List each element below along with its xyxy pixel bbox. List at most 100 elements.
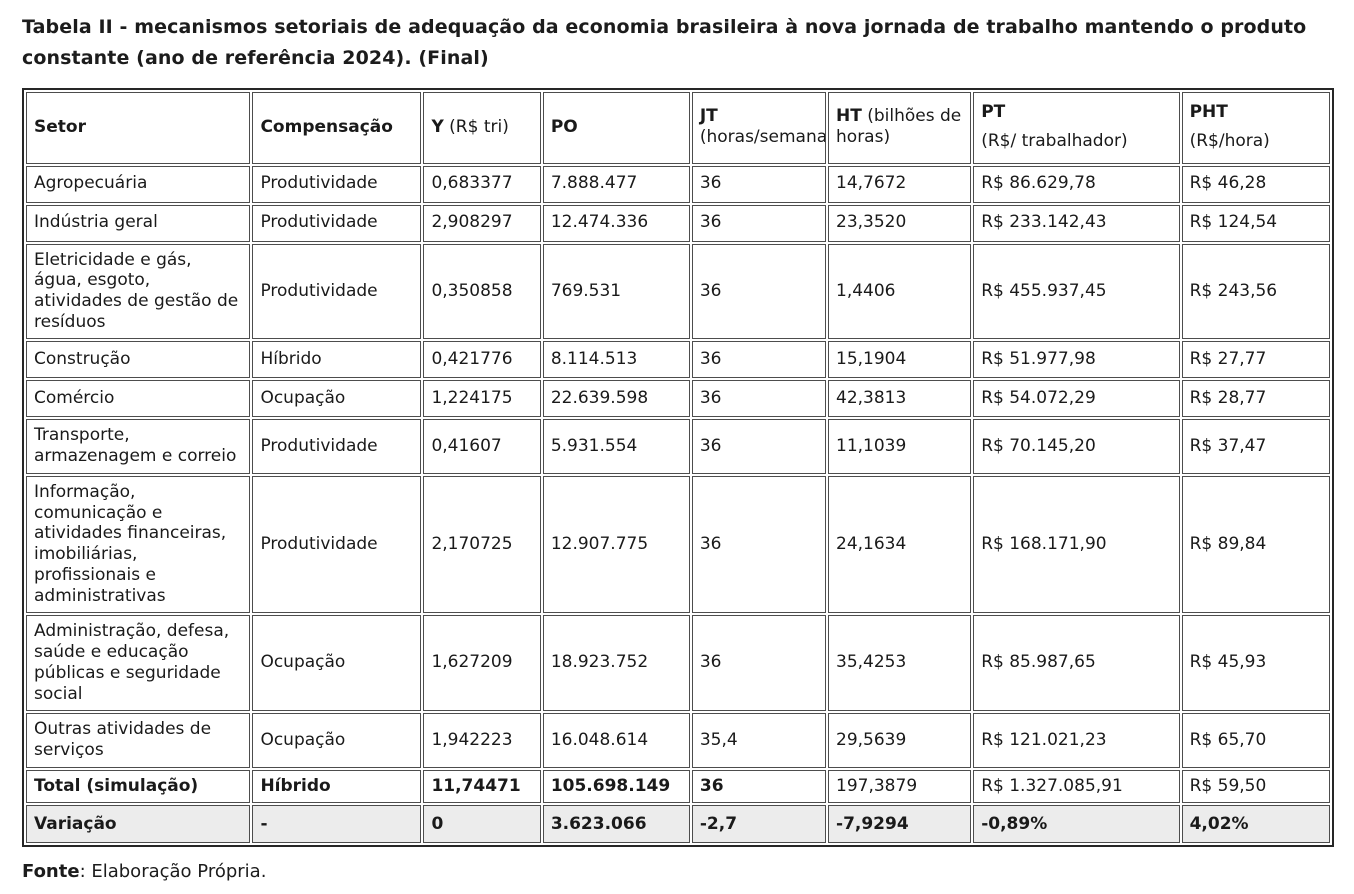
cell-po: 8.114.513 [542, 341, 690, 379]
cell-ht: 23,3520 [828, 204, 972, 242]
cell-po: 16.048.614 [542, 713, 690, 768]
col-header-label: Y [431, 116, 444, 137]
cell-po: 22.639.598 [542, 380, 690, 418]
table-row-outras-atividades: Outras atividades de serviços Ocupação 1… [26, 713, 1330, 768]
table-row-variacao: Variação - 0 3.623.066 -2,7 -7,9294 -0,8… [26, 805, 1330, 844]
cell-compensacao: Ocupação [252, 380, 422, 418]
cell-jt: 36 [691, 204, 827, 242]
sector-simulation-table: Setor Compensação Y (R$ tri) PO JT (hora… [22, 87, 1334, 848]
col-header-unit: (R$/hora) [1189, 131, 1270, 152]
cell-setor: Comércio [26, 380, 251, 418]
cell-ht: 35,4253 [828, 615, 972, 712]
cell-po: 18.923.752 [542, 615, 690, 712]
cell-ht: 14,7672 [828, 165, 972, 203]
cell-jt: 36 [691, 165, 827, 203]
cell-compensacao: - [252, 805, 422, 844]
col-header-pt: PT (R$/ trabalhador) [973, 91, 1180, 164]
cell-setor: Construção [26, 341, 251, 379]
cell-jt: 36 [691, 380, 827, 418]
col-header-unit: (horas/semana) [699, 127, 827, 148]
cell-setor: Indústria geral [26, 204, 251, 242]
cell-pht: R$ 45,93 [1181, 615, 1330, 712]
cell-pht: R$ 46,28 [1181, 165, 1330, 203]
table-row-industria-geral: Indústria geral Produtividade 2,908297 1… [26, 204, 1330, 242]
cell-pht: R$ 27,77 [1181, 341, 1330, 379]
cell-jt: 36 [691, 769, 827, 804]
cell-pt: R$ 51.977,98 [973, 341, 1180, 379]
cell-y: 0,683377 [423, 165, 541, 203]
cell-ht: 197,3879 [828, 769, 972, 804]
cell-ht: 15,1904 [828, 341, 972, 379]
cell-pt: R$ 168.171,90 [973, 475, 1180, 614]
cell-compensacao: Produtividade [252, 204, 422, 242]
cell-po: 7.888.477 [542, 165, 690, 203]
cell-pt: R$ 121.021,23 [973, 713, 1180, 768]
cell-setor: Total (simulação) [26, 769, 251, 804]
cell-jt: 36 [691, 341, 827, 379]
source-text: : Elaboração Própria. [79, 861, 267, 883]
cell-compensacao: Híbrido [252, 341, 422, 379]
cell-y: 11,74471 [423, 769, 541, 804]
cell-pht: R$ 243,56 [1181, 243, 1330, 340]
cell-pt: R$ 86.629,78 [973, 165, 1180, 203]
cell-ht: -7,9294 [828, 805, 972, 844]
cell-y: 0,421776 [423, 341, 541, 379]
cell-y: 1,627209 [423, 615, 541, 712]
cell-pht: R$ 89,84 [1181, 475, 1330, 614]
cell-pt: R$ 1.327.085,91 [973, 769, 1180, 804]
cell-pt: -0,89% [973, 805, 1180, 844]
cell-ht: 24,1634 [828, 475, 972, 614]
cell-jt: 36 [691, 615, 827, 712]
cell-setor: Agropecuária [26, 165, 251, 203]
cell-compensacao: Produtividade [252, 419, 422, 474]
table-row-eletricidade-gas: Eletricidade e gás, água, esgoto, ativid… [26, 243, 1330, 340]
cell-jt: -2,7 [691, 805, 827, 844]
table-row-comercio: Comércio Ocupação 1,224175 22.639.598 36… [26, 380, 1330, 418]
col-header-jt: JT (horas/semana) [691, 91, 827, 164]
table-row-administracao-publica: Administração, defesa, saúde e educação … [26, 615, 1330, 712]
cell-compensacao: Ocupação [252, 713, 422, 768]
col-header-label: JT [699, 106, 718, 127]
cell-jt: 36 [691, 419, 827, 474]
col-header-unit: (R$/ trabalhador) [981, 131, 1128, 152]
col-header-pht: PHT (R$/hora) [1181, 91, 1330, 164]
cell-setor: Variação [26, 805, 251, 844]
col-header-label: PO [550, 116, 578, 137]
cell-jt: 36 [691, 243, 827, 340]
col-header-y: Y (R$ tri) [423, 91, 541, 164]
cell-setor: Administração, defesa, saúde e educação … [26, 615, 251, 712]
cell-compensacao: Ocupação [252, 615, 422, 712]
cell-setor: Outras atividades de serviços [26, 713, 251, 768]
col-header-po: PO [542, 91, 690, 164]
cell-pt: R$ 233.142,43 [973, 204, 1180, 242]
col-header-label: Compensação [260, 116, 393, 137]
header-row: Setor Compensação Y (R$ tri) PO JT (hora… [26, 91, 1330, 164]
cell-setor: Transporte, armazenagem e correio [26, 419, 251, 474]
cell-pt: R$ 85.987,65 [973, 615, 1180, 712]
col-header-label: HT [836, 106, 862, 127]
cell-pt: R$ 70.145,20 [973, 419, 1180, 474]
cell-pht: R$ 124,54 [1181, 204, 1330, 242]
cell-po: 3.623.066 [542, 805, 690, 844]
col-header-ht: HT (bilhões de horas) [828, 91, 972, 164]
col-header-unit: (bilhões de horas) [836, 106, 962, 148]
table-row-total: Total (simulação) Híbrido 11,74471 105.6… [26, 769, 1330, 804]
cell-pht: 4,02% [1181, 805, 1330, 844]
cell-y: 0 [423, 805, 541, 844]
cell-compensacao: Híbrido [252, 769, 422, 804]
cell-pht: R$ 28,77 [1181, 380, 1330, 418]
table-row-construcao: Construção Híbrido 0,421776 8.114.513 36… [26, 341, 1330, 379]
cell-pt: R$ 455.937,45 [973, 243, 1180, 340]
cell-y: 1,942223 [423, 713, 541, 768]
cell-y: 0,41607 [423, 419, 541, 474]
cell-compensacao: Produtividade [252, 243, 422, 340]
cell-y: 2,908297 [423, 204, 541, 242]
col-header-setor: Setor [26, 91, 251, 164]
cell-po: 105.698.149 [542, 769, 690, 804]
cell-po: 12.907.775 [542, 475, 690, 614]
cell-pht: R$ 59,50 [1181, 769, 1330, 804]
cell-compensacao: Produtividade [252, 165, 422, 203]
cell-ht: 42,3813 [828, 380, 972, 418]
cell-jt: 36 [691, 475, 827, 614]
